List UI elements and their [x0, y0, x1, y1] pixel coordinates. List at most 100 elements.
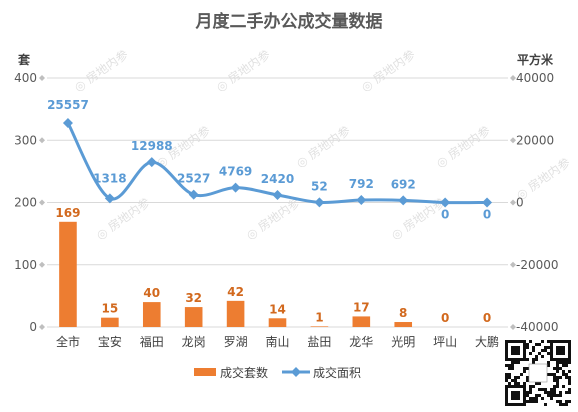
left-tick-label: 100	[14, 258, 37, 272]
watermark-text: ◎ 房地内参	[293, 122, 353, 170]
qr-module	[514, 361, 517, 364]
line-data-label: 792	[349, 177, 374, 191]
qr-module	[559, 376, 562, 379]
qr-module	[559, 391, 562, 394]
bar-data-labels: 169 15 40 32 42 14 1 17 8 0 0	[55, 206, 491, 325]
qr-module	[541, 388, 544, 391]
qr-module	[562, 364, 565, 367]
qr-finder	[511, 346, 520, 355]
grid-end-marker-left	[39, 261, 45, 268]
qr-module	[523, 367, 526, 370]
qr-module	[547, 364, 550, 367]
qr-module	[553, 385, 556, 388]
x-tick-label: 坪山	[433, 335, 457, 349]
line-point	[272, 189, 283, 200]
qr-module	[553, 373, 556, 376]
bar-series	[59, 221, 413, 327]
legend-label-line: 成交面积	[313, 365, 361, 380]
left-tick-label: 0	[29, 320, 37, 334]
qr-module	[562, 385, 565, 388]
grid-end-marker-left	[39, 137, 45, 144]
qr-module	[511, 364, 514, 367]
x-tick-label: 光明	[391, 335, 415, 349]
qr-module	[547, 361, 550, 364]
left-tick-label: 300	[14, 133, 37, 147]
bar	[310, 326, 329, 327]
qr-module	[514, 379, 517, 382]
qr-module	[553, 388, 556, 391]
qr-code	[503, 338, 573, 408]
line-data-label: 4769	[219, 165, 252, 179]
qr-module	[535, 355, 538, 358]
qr-module	[526, 400, 529, 403]
line-data-label: 52	[311, 179, 328, 193]
right-axis-unit: 平方米	[517, 52, 554, 67]
qr-module	[556, 367, 559, 370]
qr-module	[547, 391, 550, 394]
qr-module	[532, 346, 535, 349]
line-data-label: 12988	[131, 139, 173, 153]
qr-module	[550, 391, 553, 394]
bar-data-label: 8	[399, 306, 407, 320]
grid-end-marker-right	[510, 137, 516, 144]
qr-module	[568, 370, 571, 373]
line-data-label: 692	[391, 177, 416, 191]
qr-module	[517, 361, 520, 364]
right-tick-label: -20000	[516, 258, 559, 272]
qr-module	[547, 346, 550, 349]
bar	[142, 302, 161, 327]
bar	[352, 316, 371, 327]
x-tick-label: 南山	[265, 334, 289, 349]
qr-module	[508, 382, 511, 385]
qr-module	[568, 379, 571, 382]
qr-module	[562, 373, 565, 376]
qr-module	[547, 394, 550, 397]
line-point	[230, 182, 241, 193]
line-point	[146, 157, 157, 168]
right-tick-label: 20000	[516, 133, 554, 147]
qr-module	[532, 349, 535, 352]
qr-module	[541, 340, 544, 343]
qr-module	[550, 394, 553, 397]
qr-module	[544, 391, 547, 394]
line-data-label: 1318	[93, 171, 126, 185]
qr-module	[532, 397, 535, 400]
qr-finder	[511, 391, 520, 400]
x-tick-label: 盐田	[307, 335, 331, 349]
left-tick-label: 400	[14, 71, 37, 85]
line-point	[62, 117, 73, 128]
bar-data-label: 169	[55, 206, 80, 220]
qr-module	[544, 388, 547, 391]
qr-module	[553, 376, 556, 379]
x-tick-label: 罗湖	[224, 334, 248, 349]
qr-module	[529, 388, 532, 391]
qr-module	[565, 403, 568, 406]
qr-module	[538, 388, 541, 391]
qr-module	[568, 382, 571, 385]
qr-module	[565, 361, 568, 364]
qr-module	[547, 340, 550, 343]
qr-module	[565, 376, 568, 379]
legend: 成交套数 成交面积	[194, 365, 361, 380]
qr-module	[526, 346, 529, 349]
qr-module	[532, 385, 535, 388]
qr-module	[538, 352, 541, 355]
qr-module	[565, 400, 568, 403]
bar-data-label: 0	[483, 311, 491, 325]
x-axis: 全市 宝安 福田 龙岗 罗湖 南山 盐田 龙华 光明 坪山 大鹏	[56, 334, 499, 349]
qr-module	[532, 358, 535, 361]
qr-module	[565, 391, 568, 394]
qr-finder	[556, 346, 565, 355]
bar-data-label: 1	[315, 310, 323, 324]
bar-data-label: 40	[143, 286, 160, 300]
chart-title: 月度二手办公成交量数据	[195, 11, 383, 32]
qr-module	[511, 361, 514, 364]
qr-module	[562, 361, 565, 364]
x-tick-label: 龙华	[349, 335, 373, 349]
qr-module	[553, 367, 556, 370]
qr-module	[526, 358, 529, 361]
qr-module	[514, 382, 517, 385]
qr-module	[508, 373, 511, 376]
bar-data-label: 42	[227, 285, 244, 299]
qr-module	[544, 346, 547, 349]
